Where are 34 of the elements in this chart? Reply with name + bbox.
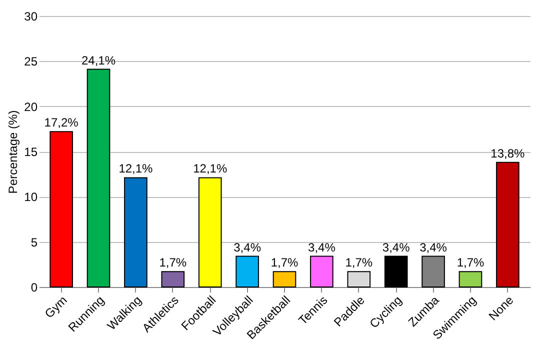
x-tick-label: Gym — [42, 293, 70, 321]
y-tick-label: 25 — [24, 54, 38, 69]
data-label: 13,8% — [490, 146, 526, 160]
bar — [458, 271, 482, 288]
data-label: 3,4% — [420, 240, 448, 254]
bar — [384, 256, 408, 288]
y-tick-label: 10 — [24, 190, 38, 204]
y-tick-label: 0 — [30, 280, 38, 294]
bar — [86, 68, 110, 288]
data-label: 1,7% — [456, 256, 484, 270]
bar — [50, 131, 73, 288]
bar — [496, 162, 520, 288]
y-axis-title: Percentage (%) — [6, 110, 20, 194]
y-tick-label: 5 — [30, 235, 38, 250]
data-label: 1,7% — [270, 256, 298, 270]
data-label: 3,4% — [308, 240, 336, 254]
data-label: 12,1% — [193, 162, 228, 176]
bar — [347, 271, 371, 288]
bar — [310, 256, 334, 288]
bar — [161, 271, 185, 288]
y-tick-label: 30 — [24, 10, 38, 24]
bar — [198, 177, 222, 288]
data-label: 1,7% — [159, 256, 187, 270]
data-label: 1,7% — [345, 256, 373, 270]
bar — [124, 177, 148, 288]
data-label: 24,1% — [82, 53, 116, 68]
y-tick-label: 20 — [24, 100, 38, 114]
data-label: 3,4% — [234, 240, 262, 254]
y-tick-label: 15 — [24, 145, 38, 159]
data-label: 17,2% — [44, 116, 79, 130]
bar — [272, 271, 296, 288]
bar — [236, 256, 259, 288]
data-label: 3,4% — [382, 240, 410, 254]
data-label: 12,1% — [118, 162, 154, 176]
